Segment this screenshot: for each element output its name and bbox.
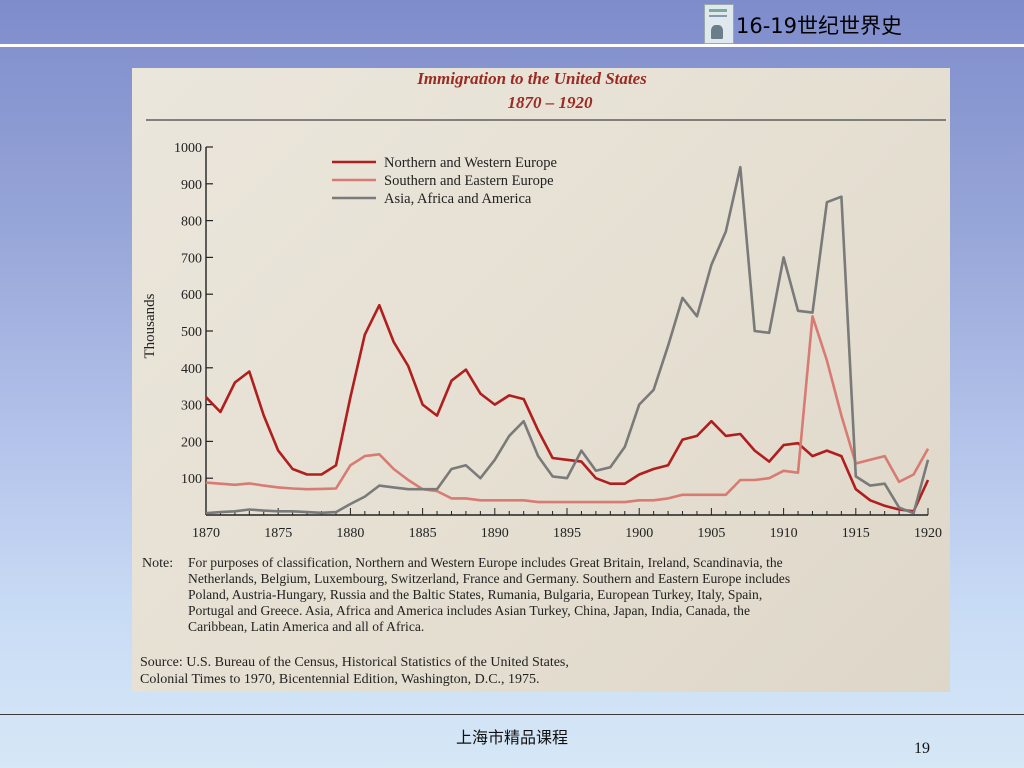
page-number: 19 xyxy=(914,740,930,757)
x-tick-label: 1915 xyxy=(842,526,870,541)
series-line-3 xyxy=(205,165,930,515)
x-tick-label: 1900 xyxy=(625,526,653,541)
source-line-2: Colonial Times to 1970, Bicentennial Edi… xyxy=(140,672,540,687)
x-tick-label: 1875 xyxy=(264,526,292,541)
chart-title: Immigration to the United States xyxy=(416,69,647,88)
series-line-2 xyxy=(205,315,930,504)
x-tick-label: 1880 xyxy=(336,526,364,541)
book-cover-icon xyxy=(704,4,734,44)
immigration-chart: Immigration to the United States 1870 – … xyxy=(140,69,946,687)
y-tick-label: 1000 xyxy=(174,141,202,156)
header-divider xyxy=(0,44,1024,47)
y-tick-label: 300 xyxy=(181,399,202,414)
x-tick-label: 1920 xyxy=(914,526,942,541)
note-line-4: Portugal and Greece. Asia, Africa and Am… xyxy=(188,603,750,618)
footer-course-name: 上海市精品课程 xyxy=(455,728,568,747)
x-tick-label: 1905 xyxy=(697,526,725,541)
x-tick-label: 1885 xyxy=(409,526,437,541)
y-tick-label: 900 xyxy=(181,178,202,193)
y-tick-label: 800 xyxy=(181,215,202,230)
y-tick-label: 100 xyxy=(181,472,202,487)
legend-label-1: Northern and Western Europe xyxy=(384,155,557,171)
note-line-3: Poland, Austria-Hungary, Russia and the … xyxy=(188,587,762,602)
footer-divider xyxy=(0,714,1024,715)
y-tick-label: 700 xyxy=(181,251,202,266)
chart-legend: Northern and Western Europe Southern and … xyxy=(332,155,557,207)
legend-label-3: Asia, Africa and America xyxy=(384,191,532,207)
note-line-1: For purposes of classification, Northern… xyxy=(188,555,783,570)
note-block: Note: For purposes of classification, Nor… xyxy=(142,555,790,634)
x-tick-label: 1870 xyxy=(192,526,220,541)
y-tick-label: 600 xyxy=(181,288,202,303)
y-tick-label: 500 xyxy=(181,325,202,340)
note-line-5: Caribbean, Latin America and all of Afri… xyxy=(188,619,424,634)
note-label: Note: xyxy=(142,556,173,571)
scanned-chart-page: Immigration to the United States 1870 – … xyxy=(132,68,950,692)
x-tick-label: 1910 xyxy=(770,526,798,541)
source-block: Source: U.S. Bureau of the Census, Histo… xyxy=(140,655,569,687)
y-tick-label: 400 xyxy=(181,362,202,377)
legend-label-2: Southern and Eastern Europe xyxy=(384,173,554,189)
note-line-2: Netherlands, Belgium, Luxembourg, Switze… xyxy=(188,571,790,586)
slide-title: 16-19世纪世界史 xyxy=(736,14,903,38)
y-tick-label: 200 xyxy=(181,435,202,450)
slide-header: 16-19世纪世界史 xyxy=(704,2,944,44)
chart-subtitle: 1870 – 1920 xyxy=(508,93,594,112)
y-axis-label: Thousands xyxy=(142,293,158,358)
x-tick-label: 1890 xyxy=(481,526,509,541)
x-tick-label: 1895 xyxy=(553,526,581,541)
series-line-1 xyxy=(205,303,930,513)
source-line-1: Source: U.S. Bureau of the Census, Histo… xyxy=(140,655,569,670)
plot-area: 100 200 300 400 500 600 700 800 900 1000 1870 1875 1… xyxy=(174,141,942,541)
